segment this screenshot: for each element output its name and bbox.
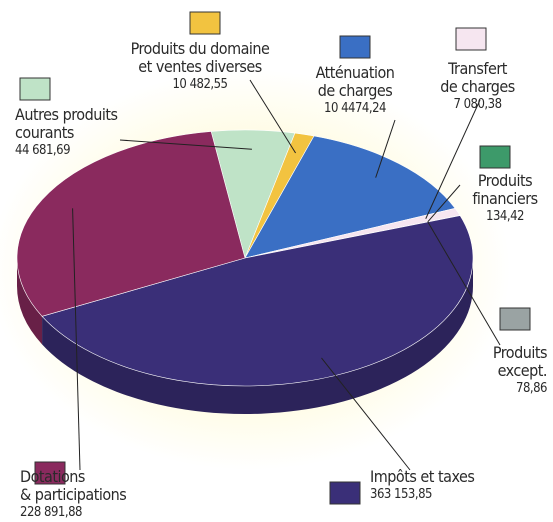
category-name: Dotations & participations — [20, 467, 127, 504]
category-name: Produits except. — [492, 343, 548, 380]
value-label: 44 681,69 — [15, 143, 71, 158]
leader-line — [427, 184, 461, 223]
value-label: 7 080,38 — [453, 97, 502, 112]
category-name: Produits du domaine et ventes diverses — [130, 39, 270, 76]
value-label: 10 482,55 — [172, 77, 228, 92]
value-label: 78,86 — [516, 381, 547, 396]
leader-line — [375, 119, 396, 178]
value-label: 228 891,88 — [20, 505, 82, 520]
leader-line — [321, 357, 411, 471]
slice-label: Produits du domaine et ventes diverses 10… — [105, 40, 295, 94]
legend-swatch — [189, 11, 221, 35]
legend-swatch — [499, 307, 531, 331]
leader-line — [249, 79, 297, 154]
slice — [244, 135, 456, 259]
leader-line — [425, 99, 481, 219]
leader-line — [119, 139, 252, 150]
leader-line — [72, 208, 81, 471]
value-label: 10 4474,24 — [324, 101, 386, 116]
category-name: Transfert de charges — [440, 59, 515, 96]
legend-swatch — [339, 35, 371, 59]
slice-label: Dotations & participations 228 891,88 — [20, 468, 270, 522]
slice-label: Impôts et taxes 363 153,85 — [370, 468, 550, 504]
category-name: Produits financiers — [472, 171, 538, 208]
value-label: 134,42 — [486, 209, 524, 224]
legend-swatch — [34, 461, 66, 485]
category-name: Atténuation de charges — [315, 63, 395, 100]
legend-swatch — [19, 77, 51, 101]
legend-swatch — [329, 481, 361, 505]
legend-swatch — [479, 145, 511, 169]
slice-label: Atténuation de charges 10 4474,24 — [300, 64, 410, 118]
category-name: Autres produits courants — [15, 105, 118, 142]
slice-side — [42, 258, 473, 414]
slice-label: Produits except. 78,86 — [455, 343, 548, 398]
slice-label: Produits financiers 134,42 — [455, 172, 553, 226]
category-name: Impôts et taxes — [370, 467, 475, 486]
legend-swatch — [455, 27, 487, 51]
slice-label: Transfert de charges 7 080,38 — [420, 60, 535, 114]
slice-side — [16, 258, 43, 345]
leader-line — [427, 221, 501, 346]
value-label: 363 153,85 — [370, 487, 432, 502]
slice-label: Autres produits courants 44 681,69 — [15, 106, 175, 160]
